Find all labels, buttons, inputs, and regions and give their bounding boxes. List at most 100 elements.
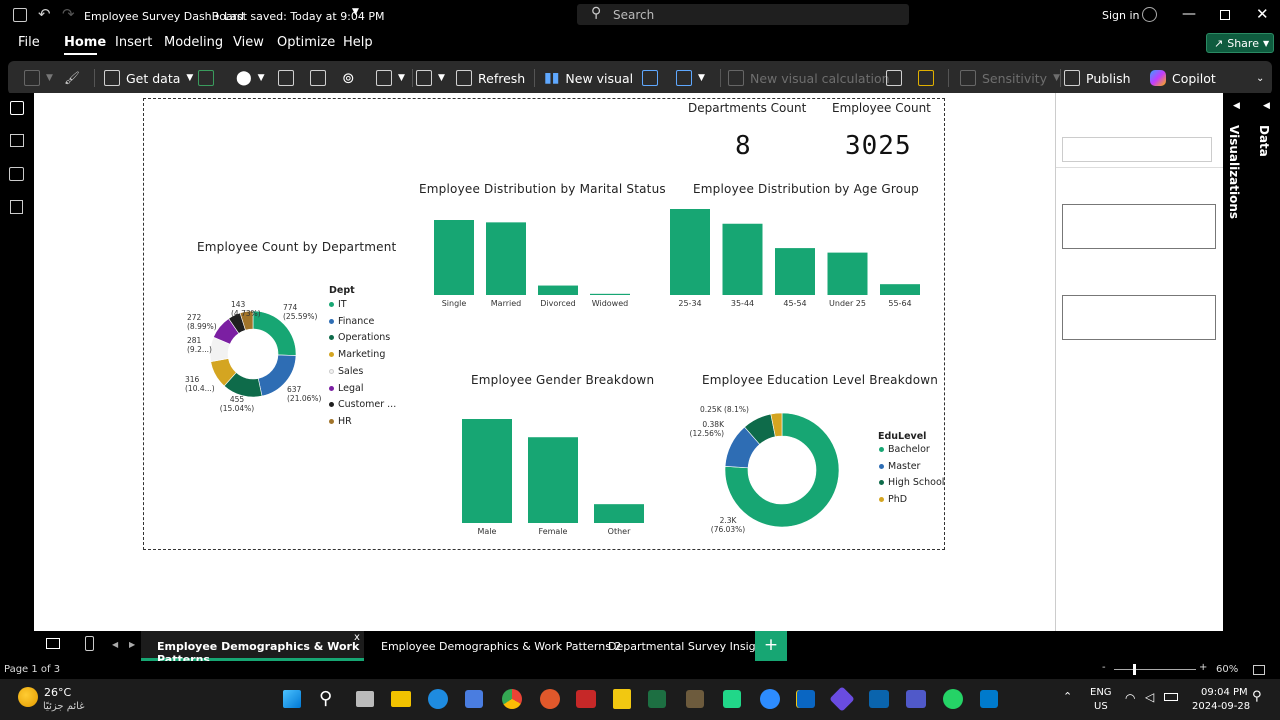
legend-item[interactable]: Bachelor bbox=[879, 444, 930, 455]
zoom-in-button[interactable]: + bbox=[1199, 662, 1208, 673]
bar[interactable] bbox=[590, 293, 630, 295]
weather-icon[interactable] bbox=[18, 687, 38, 707]
power-bi-icon[interactable] bbox=[613, 689, 631, 709]
collapse-ribbon-button[interactable]: ⌄ bbox=[1256, 72, 1265, 84]
app-icon[interactable] bbox=[540, 689, 560, 709]
recent-sources-button[interactable]: ⊚ bbox=[342, 61, 355, 95]
menu-home[interactable]: Home bbox=[64, 35, 107, 50]
search-field[interactable] bbox=[1062, 137, 1212, 162]
bar[interactable] bbox=[722, 223, 763, 295]
data-tab[interactable]: Data bbox=[1257, 125, 1271, 157]
report-view-icon[interactable] bbox=[10, 101, 24, 115]
bar[interactable] bbox=[462, 419, 512, 523]
clock-time[interactable]: 09:04 PM bbox=[1201, 687, 1248, 698]
save-icon[interactable] bbox=[13, 8, 27, 22]
paste-button[interactable]: ▼ bbox=[24, 61, 53, 95]
new-visual-button[interactable]: ▮▮ New visual bbox=[544, 61, 633, 95]
enter-data-button[interactable] bbox=[310, 61, 326, 95]
legend-item[interactable]: Sales bbox=[329, 366, 363, 377]
gender-bar-chart[interactable]: Male Female Other bbox=[454, 419, 654, 549]
chevron-left-icon[interactable]: ◀ bbox=[1233, 101, 1240, 111]
search-box[interactable]: ⚲ Search bbox=[577, 4, 909, 25]
search-icon[interactable]: ⚲ bbox=[319, 688, 333, 709]
menu-modeling[interactable]: Modeling bbox=[164, 35, 224, 50]
language-line1[interactable]: ENG bbox=[1090, 687, 1112, 698]
add-page-button[interactable]: + bbox=[755, 631, 787, 661]
new-measure-button[interactable] bbox=[886, 61, 902, 95]
table-view-icon[interactable] bbox=[10, 134, 24, 147]
app-icon[interactable] bbox=[829, 686, 855, 712]
menu-insert[interactable]: Insert bbox=[115, 35, 153, 50]
donut-slice[interactable] bbox=[724, 412, 840, 528]
format-painter-button[interactable]: 🖌 bbox=[64, 61, 80, 95]
next-page-icon[interactable]: ▶ bbox=[129, 640, 136, 649]
share-button[interactable]: ↗ Share ▼ bbox=[1206, 33, 1274, 53]
menu-optimize[interactable]: Optimize bbox=[277, 35, 336, 50]
mobile-layout-icon[interactable] bbox=[85, 636, 94, 651]
refresh-button[interactable]: Refresh bbox=[456, 61, 525, 95]
zoom-out-button[interactable]: - bbox=[1102, 662, 1106, 673]
fit-page-icon[interactable] bbox=[1253, 665, 1265, 675]
start-icon[interactable] bbox=[283, 690, 301, 708]
education-donut-chart[interactable]: 2.3K(76.03%) 0.38K(12.56%) 0.25K (8.1%) bbox=[684, 399, 844, 539]
age-bar-chart[interactable]: 25-34 35-44 45-54 Under 25 55-64 bbox=[662, 209, 927, 324]
bar[interactable] bbox=[434, 220, 474, 295]
excel-button[interactable] bbox=[198, 61, 214, 95]
donut-slice[interactable] bbox=[239, 310, 254, 331]
bar[interactable] bbox=[528, 437, 578, 523]
dax-view-icon[interactable] bbox=[10, 200, 23, 214]
maximize-button[interactable] bbox=[1220, 10, 1230, 20]
quick-measure-button[interactable] bbox=[918, 61, 934, 95]
copilot-button[interactable]: Copilot bbox=[1150, 61, 1216, 95]
bar[interactable] bbox=[486, 222, 526, 295]
store-icon[interactable] bbox=[465, 690, 483, 708]
language-line2[interactable]: US bbox=[1094, 701, 1108, 712]
wifi-icon[interactable]: ◠ bbox=[1125, 691, 1136, 705]
prev-page-icon[interactable]: ◀ bbox=[112, 640, 119, 649]
donut-slice[interactable] bbox=[770, 412, 783, 438]
whatsapp-icon[interactable] bbox=[943, 689, 963, 709]
edge-icon[interactable] bbox=[428, 689, 448, 709]
page-tab[interactable]: Departmental Survey Insights bbox=[608, 640, 773, 653]
close-button[interactable]: ✕ bbox=[1256, 5, 1269, 23]
legend-item[interactable]: IT bbox=[329, 299, 347, 310]
get-data-button[interactable]: Get data ▼ bbox=[104, 61, 193, 95]
excel-icon[interactable] bbox=[648, 690, 666, 708]
sensitivity-button[interactable]: Sensitivity ▼ bbox=[960, 61, 1060, 95]
bar[interactable] bbox=[880, 284, 920, 295]
sign-in-link[interactable]: Sign in bbox=[1102, 9, 1140, 22]
filter-well[interactable] bbox=[1062, 295, 1216, 340]
teams-icon[interactable] bbox=[906, 690, 926, 708]
desktop-layout-icon[interactable] bbox=[46, 638, 60, 649]
publish-button[interactable]: Publish bbox=[1064, 61, 1131, 95]
legend-item[interactable]: HR bbox=[329, 416, 352, 427]
marital-bar-chart[interactable]: Single Married Divorced Widowed bbox=[414, 209, 644, 324]
bar[interactable] bbox=[538, 285, 578, 295]
legend-item[interactable]: Legal bbox=[329, 383, 363, 394]
legend-item[interactable]: Customer ... bbox=[329, 399, 396, 410]
legend-item[interactable]: PhD bbox=[879, 494, 907, 505]
visualizations-tab[interactable]: Visualizations bbox=[1227, 125, 1241, 220]
minimize-button[interactable]: — bbox=[1182, 6, 1196, 22]
outlook-icon[interactable] bbox=[869, 690, 889, 708]
text-box-button[interactable] bbox=[642, 61, 658, 95]
menu-view[interactable]: View bbox=[233, 35, 264, 50]
close-icon[interactable]: x bbox=[354, 632, 360, 643]
battery-icon[interactable] bbox=[1164, 693, 1178, 701]
pycharm-icon[interactable] bbox=[723, 690, 741, 708]
page-tab-active[interactable]: Employee Demographics & Work Patterns x bbox=[141, 631, 364, 666]
menu-file[interactable]: File bbox=[18, 35, 40, 50]
legend-item[interactable]: Finance bbox=[329, 316, 374, 327]
legend-item[interactable]: High School bbox=[879, 477, 944, 488]
zoom-slider-thumb[interactable] bbox=[1133, 664, 1136, 675]
volume-icon[interactable]: ◁ bbox=[1145, 690, 1155, 704]
chevron-down-icon[interactable]: ▼ bbox=[352, 7, 359, 17]
more-visuals-button[interactable]: ▼ bbox=[676, 61, 705, 95]
chevron-up-icon[interactable]: ⌃ bbox=[1063, 690, 1073, 703]
bar[interactable] bbox=[827, 252, 868, 295]
task-view-icon[interactable] bbox=[356, 691, 374, 707]
file-explorer-icon[interactable] bbox=[391, 691, 411, 707]
bar[interactable] bbox=[670, 209, 710, 295]
zoom-slider[interactable] bbox=[1114, 669, 1196, 670]
chrome-icon[interactable] bbox=[502, 689, 522, 709]
